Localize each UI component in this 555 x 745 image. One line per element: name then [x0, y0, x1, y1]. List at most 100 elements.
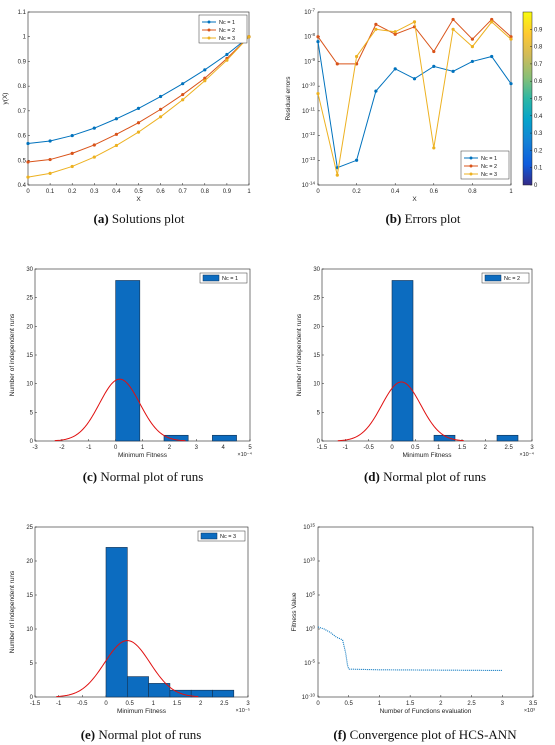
series-point-nc1: [159, 94, 163, 99]
legend-d: Nc = 2: [481, 272, 530, 284]
legend-c: Nc = 1: [199, 272, 248, 284]
x-tick-label: 3.5: [529, 701, 538, 707]
x-tick-label: -1: [86, 445, 92, 451]
chart-e-histogram: -1.5 -1 -0.5 0 0.5 1 1.5 2 2.5 3 0 5 10 15 20 25 Nc = 3 M…: [9, 525, 250, 715]
series-point-nc1: [70, 133, 74, 138]
y-tick-label: 5: [30, 410, 34, 416]
series-point-nc3: [470, 45, 474, 49]
x-tick-label: 0.3: [90, 189, 99, 195]
x-tick-label: 1.5: [173, 701, 182, 707]
histogram-bar: [163, 434, 189, 442]
series-point-nc2: [92, 143, 96, 147]
y-tick-label: 10-10: [302, 693, 316, 702]
x-tick-label: 0.5: [134, 189, 143, 195]
x-multiplier-label: ×10⁻⁴: [519, 451, 534, 458]
series-point-nc1: [114, 117, 118, 121]
x-tick-label: 0.7: [179, 189, 188, 195]
x-tick-label: 1: [437, 445, 441, 451]
caption-e: (e) Normal plot of runs: [81, 727, 202, 742]
series-point-nc1: [136, 106, 141, 110]
series-point-nc3: [70, 164, 74, 169]
series-point-nc3: [355, 54, 359, 59]
y-tick-label: 0: [317, 439, 321, 445]
series-point-nc1: [470, 59, 474, 64]
legend-a: Nc = 1 Nc = 2 Nc = 3: [198, 14, 248, 44]
caption-d: (d) Normal plot of runs: [364, 469, 486, 484]
series-point-nc2: [451, 17, 455, 22]
y-axis-label: Residual errors: [285, 76, 292, 121]
normal-fit-curve: [56, 640, 199, 698]
series-point-nc3: [490, 20, 494, 24]
y-tick-label: 0.4: [18, 183, 27, 189]
y-tick-label: 0.6: [18, 134, 27, 140]
normal-fit-curve: [54, 378, 186, 442]
colorbar-tick-label: 0: [534, 183, 538, 189]
colorbar-tick-label: 0.9: [534, 27, 543, 33]
y-axis-label: y(X): [2, 93, 9, 105]
series-line-nc1: [27, 36, 250, 144]
x-tick-label: 0: [26, 189, 30, 195]
legend-marker: [469, 164, 473, 168]
x-tick-label: 3: [246, 701, 250, 707]
series-point-nc3: [181, 98, 185, 102]
series-point-nc2: [26, 160, 30, 164]
x-tick-label: 0: [316, 189, 320, 195]
series-point-nc1: [203, 68, 207, 72]
legend-entry: Nc = 3: [481, 172, 497, 178]
y-tick-label: 1010: [303, 557, 315, 566]
series-point-nc1: [490, 54, 494, 59]
y-tick-label: 10-14: [302, 181, 316, 190]
x-tick-label: 2: [439, 701, 443, 707]
series-point-nc1: [412, 77, 417, 81]
y-tick-label: 10: [26, 382, 33, 388]
x-tick-label: -3: [32, 445, 38, 451]
legend-marker: [207, 20, 211, 24]
series-point-nc2: [374, 22, 378, 26]
legend-e: Nc = 3: [197, 530, 246, 542]
normal-fit-curve: [337, 381, 464, 442]
x-tick-label: 0.1: [46, 189, 55, 195]
x-tick-label: 1: [509, 189, 513, 195]
y-tick-label: 5: [30, 661, 34, 667]
x-tick-label: 3: [530, 445, 534, 451]
x-tick-label: 0.5: [125, 701, 134, 707]
series-point-nc1: [92, 126, 96, 130]
series-point-nc3: [159, 115, 163, 119]
plot-frame-e: [34, 526, 249, 698]
legend-entry: Nc = 1: [219, 20, 235, 26]
x-tick-label: 0.6: [156, 189, 165, 195]
series-point-nc2: [470, 37, 474, 41]
legend-entry: Nc = 3: [220, 534, 236, 540]
series-point-nc1: [393, 67, 397, 71]
legend-marker: [469, 156, 473, 160]
legend-entry: Nc = 2: [219, 28, 235, 34]
y-tick-label: 10-7: [304, 8, 315, 17]
x-tick-label: 0.4: [391, 189, 400, 195]
y-axis-label: Fitness Value: [291, 592, 298, 631]
y-tick-label: 10: [313, 382, 320, 388]
x-tick-label: 0.5: [345, 701, 354, 707]
y-tick-label: 0.5: [18, 158, 27, 164]
x-tick-label: 0: [114, 445, 118, 451]
legend-box: [199, 272, 248, 284]
legend-entry: Nc = 2: [481, 164, 497, 170]
x-tick-label: 1: [141, 445, 145, 451]
x-tick-label: 2.5: [220, 701, 229, 707]
y-tick-label: 15: [26, 593, 33, 599]
series-point-nc2: [432, 49, 436, 54]
caption-a: (a) Solutions plot: [93, 211, 184, 226]
series-point-nc3: [247, 35, 251, 39]
series-point-nc3: [316, 91, 320, 96]
series-point-nc1: [225, 52, 229, 57]
chart-c-histogram: -3 -2 -1 0 1 2 3 4 5 0 5 10 15 20 25 30 Nc = 1 Minimum Fi…: [9, 267, 253, 459]
y-tick-label: 0.7: [18, 109, 27, 115]
colorbar-tick-label: 0.1: [534, 166, 543, 172]
y-tick-label: 20: [26, 324, 33, 330]
x-tick-label: 0.5: [411, 445, 420, 451]
series-point-nc3: [203, 79, 207, 83]
x-tick-label: 0.8: [468, 189, 477, 195]
legend-box: [197, 530, 246, 542]
colorbar-tick-label: 0.6: [534, 79, 543, 85]
series-point-nc3: [374, 27, 378, 31]
y-axis-label: Number of independent runs: [9, 570, 16, 653]
